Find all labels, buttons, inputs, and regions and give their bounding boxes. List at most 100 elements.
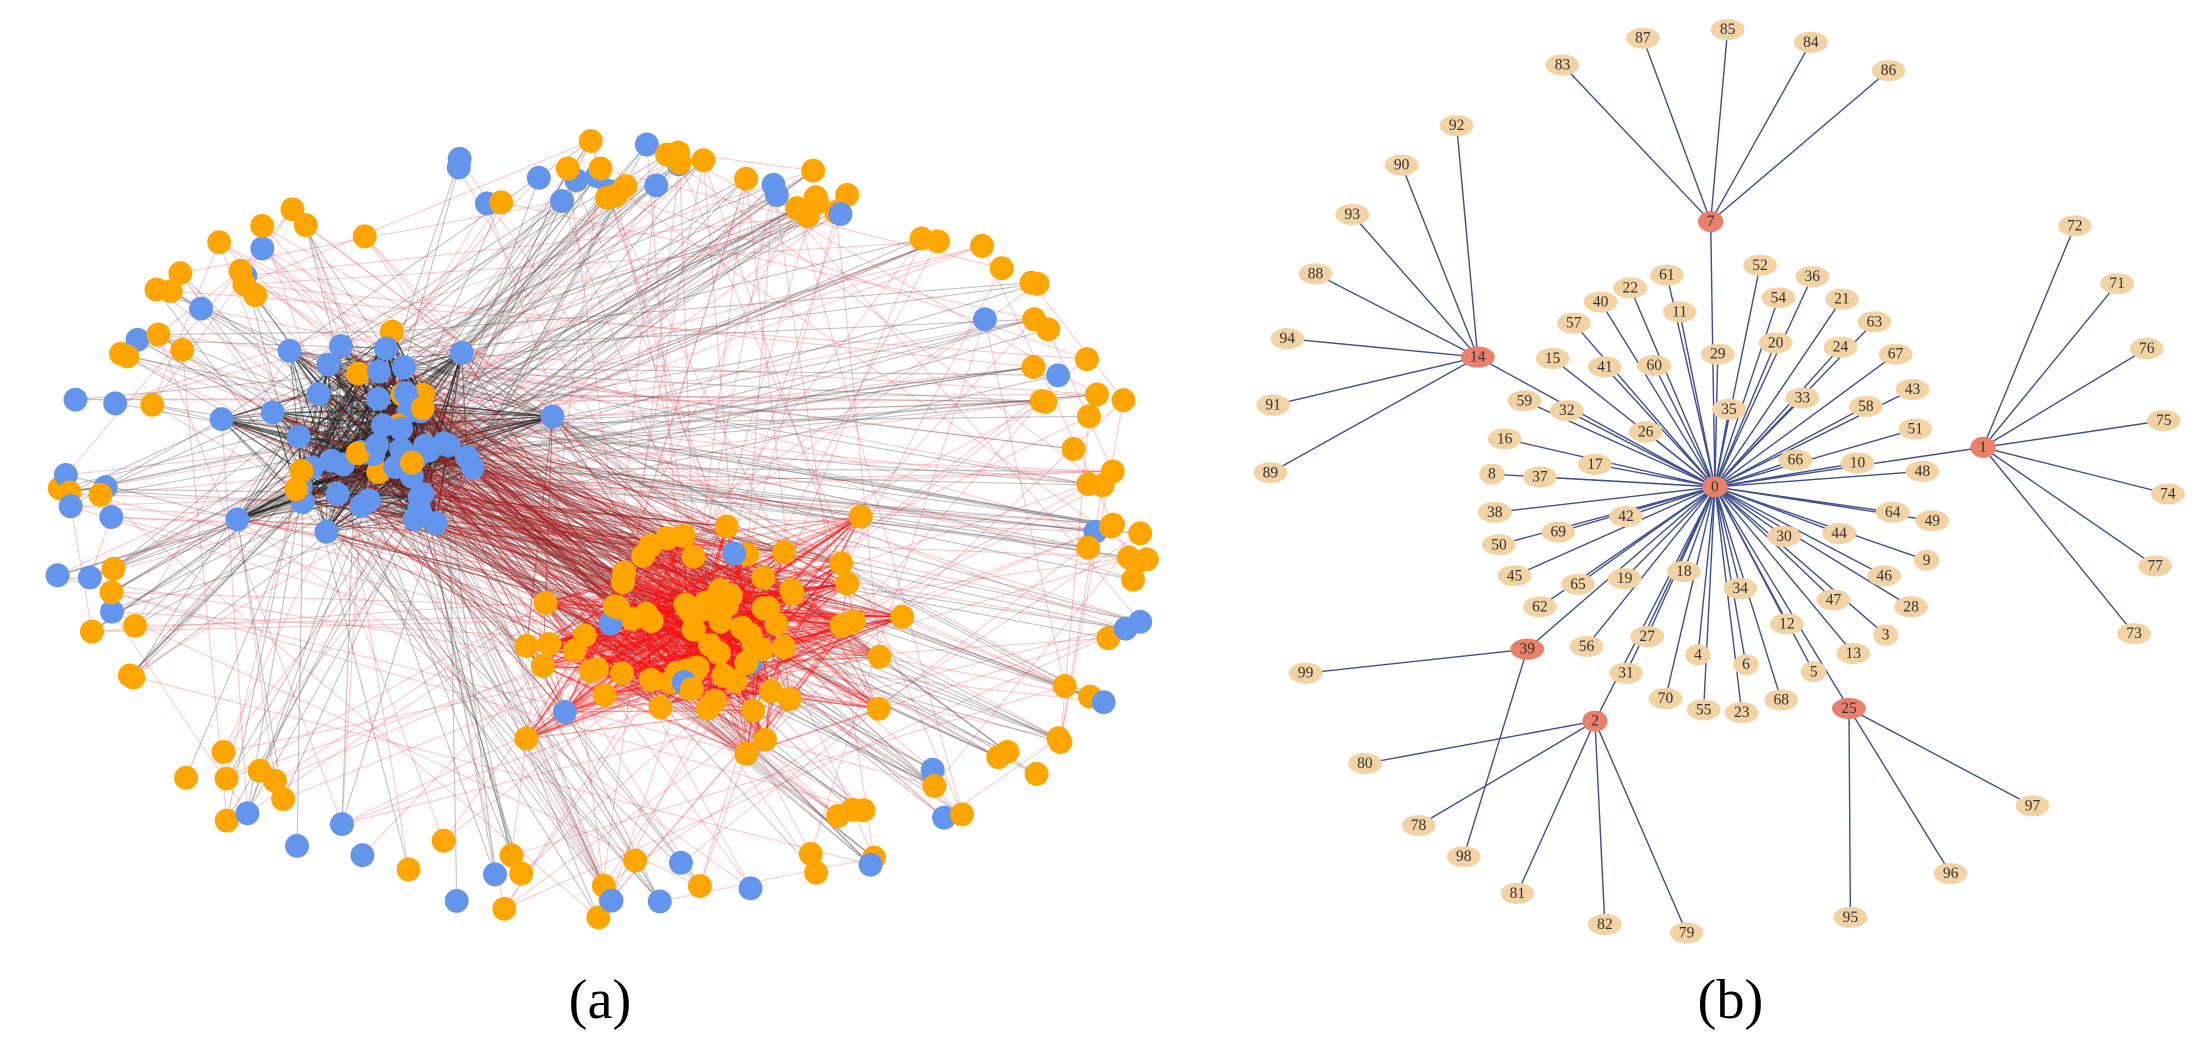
edge <box>403 194 848 368</box>
tree-edge <box>1498 486 1716 546</box>
node <box>350 843 375 868</box>
leaf-node <box>1561 573 1595 595</box>
node-label: 50 <box>1491 536 1507 553</box>
leaf-node <box>1712 398 1746 420</box>
node <box>647 889 672 914</box>
edge <box>443 177 540 444</box>
leaf-node <box>1913 549 1940 571</box>
leaf-node <box>1630 625 1665 648</box>
node <box>1024 761 1049 786</box>
node <box>63 387 88 412</box>
edge <box>410 196 817 405</box>
edge <box>443 443 496 875</box>
node-label: 99 <box>1298 665 1314 682</box>
node <box>101 556 126 581</box>
leaf-node <box>1769 613 1804 635</box>
node-label: 38 <box>1487 504 1503 521</box>
edge <box>405 245 983 394</box>
edge <box>764 399 1124 741</box>
node <box>714 514 739 539</box>
leaf-node <box>2146 409 2181 432</box>
node <box>751 565 776 590</box>
edge <box>720 582 848 623</box>
node <box>1100 459 1125 484</box>
edge <box>745 608 770 754</box>
edge <box>526 557 1130 740</box>
edge <box>222 531 327 753</box>
tree-edge <box>1585 486 1716 647</box>
edge <box>342 240 939 465</box>
edge <box>730 595 785 648</box>
leaf-node <box>1253 462 1288 484</box>
node <box>286 424 311 449</box>
node-label: 90 <box>1394 157 1410 174</box>
leaf-node <box>1270 328 1305 350</box>
tree-edge <box>1697 486 1716 655</box>
edge <box>526 681 685 740</box>
node <box>499 843 524 868</box>
edge <box>666 537 707 603</box>
edge <box>596 611 692 670</box>
leaf-node <box>1710 19 1745 41</box>
tree-edge <box>1315 273 1479 358</box>
node <box>482 862 507 887</box>
node-label: 31 <box>1618 665 1634 682</box>
edge <box>411 462 691 613</box>
node-label: 23 <box>1734 704 1750 721</box>
hub-node <box>1970 436 1996 458</box>
edge <box>719 589 903 618</box>
leaf-node <box>1836 642 1871 665</box>
tree-edge <box>1982 446 2135 635</box>
node <box>214 808 239 833</box>
node <box>423 511 448 536</box>
edge <box>410 202 502 405</box>
edge <box>221 418 338 495</box>
edge <box>312 467 1103 486</box>
node <box>738 622 763 647</box>
node <box>207 230 232 255</box>
node <box>691 148 716 173</box>
edge <box>424 170 814 447</box>
edge <box>542 665 747 755</box>
node-label: 37 <box>1532 469 1548 486</box>
edge <box>395 170 814 468</box>
node <box>449 340 474 365</box>
edge <box>59 394 424 489</box>
edge <box>574 611 696 652</box>
tree-edge <box>1714 486 1785 537</box>
edge <box>552 416 765 609</box>
edge <box>300 486 661 902</box>
edge <box>596 175 1148 560</box>
leaf-node <box>1401 815 1436 837</box>
tree-edge <box>1714 486 1747 665</box>
tree-edge <box>1364 720 1596 765</box>
leaf-node <box>1700 343 1735 365</box>
leaf-node <box>1686 699 1721 721</box>
edge <box>401 448 684 537</box>
node-label: 87 <box>1635 30 1651 47</box>
node <box>389 416 414 441</box>
edge <box>378 398 1137 563</box>
edge <box>707 577 764 709</box>
edge <box>596 537 668 669</box>
edge <box>791 589 903 618</box>
node <box>514 726 539 751</box>
node <box>722 541 747 566</box>
edge <box>504 621 1141 910</box>
edge <box>244 275 302 487</box>
node-label: 22 <box>1622 279 1638 296</box>
tree-edge <box>1573 322 1716 488</box>
node <box>1100 512 1125 537</box>
edge <box>158 331 392 336</box>
edge <box>752 516 862 711</box>
leaf-node <box>1778 449 1813 471</box>
leaf-node <box>1347 752 1382 775</box>
tree-edge <box>1270 356 1479 474</box>
node-label: 45 <box>1507 567 1523 584</box>
edge <box>296 502 304 846</box>
edge <box>735 471 1114 682</box>
edge <box>341 522 437 825</box>
edge <box>614 178 747 607</box>
